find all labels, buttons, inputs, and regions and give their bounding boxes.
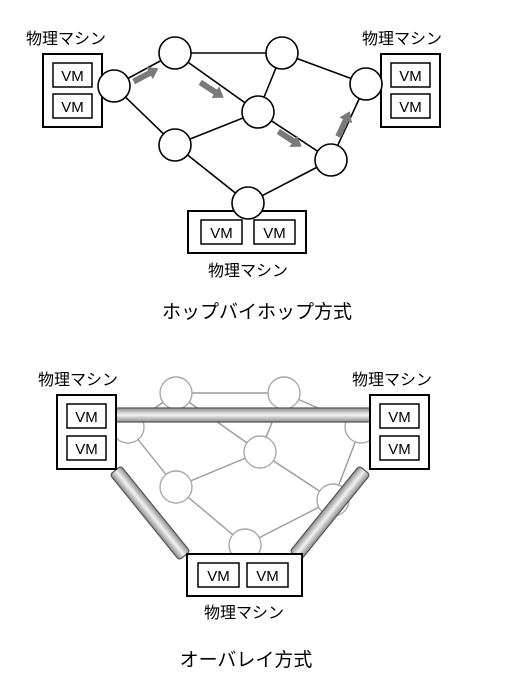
route-arrow-icon xyxy=(335,111,353,138)
physical-machine-right: 物理マシン VM VM xyxy=(362,29,442,128)
physical-machine-left: 物理マシン VM VM xyxy=(38,370,118,470)
overlay-underlay-network xyxy=(111,376,378,562)
hop-route-arrows xyxy=(132,66,353,148)
physical-machine-bottom: VM VM 物理マシン xyxy=(186,553,303,622)
physical-machine-label: 物理マシン xyxy=(38,370,118,389)
vm-label: VM xyxy=(61,68,84,85)
network-node xyxy=(265,36,299,70)
hop-network-nodes xyxy=(158,36,348,177)
overlay-caption: オーバレイ方式 xyxy=(180,649,313,671)
network-node xyxy=(158,128,192,162)
route-arrow-icon xyxy=(276,128,302,148)
overlay-diagram: 物理マシン VM VM 物理マシン VM VM VM VM 物理マシン オーバレ… xyxy=(38,370,432,671)
physical-machine-right: 物理マシン VM VM xyxy=(352,370,432,470)
overlay-tunnel xyxy=(110,466,190,560)
vm-label: VM xyxy=(75,441,98,458)
network-node xyxy=(159,376,193,410)
vm-label: VM xyxy=(61,99,84,116)
network-node xyxy=(349,67,383,101)
network-node xyxy=(97,69,131,103)
network-node xyxy=(241,95,275,129)
vm-label: VM xyxy=(256,568,279,585)
network-node xyxy=(243,435,277,469)
route-arrow-icon xyxy=(132,66,159,85)
route-arrow-icon xyxy=(198,79,224,99)
network-node xyxy=(231,186,265,220)
physical-machine-label: 物理マシン xyxy=(362,29,442,48)
vm-label: VM xyxy=(399,68,422,85)
vm-label: VM xyxy=(207,568,230,585)
hop-by-hop-caption: ホップバイホップ方式 xyxy=(162,301,352,323)
vm-label: VM xyxy=(210,225,233,242)
vm-label: VM xyxy=(75,409,98,426)
physical-machine-left: 物理マシン VM VM xyxy=(26,29,106,128)
network-node xyxy=(314,143,348,177)
physical-machine-label: 物理マシン xyxy=(352,370,432,389)
vm-label: VM xyxy=(263,225,286,242)
hop-by-hop-diagram: 物理マシン VM VM 物理マシン VM VM VM VM 物理マシン xyxy=(26,29,442,323)
overlay-tunnel xyxy=(111,407,375,423)
network-node xyxy=(159,470,193,504)
network-node xyxy=(158,36,192,70)
vm-label: VM xyxy=(388,441,411,458)
physical-machine-label: 物理マシン xyxy=(208,261,288,280)
network-node xyxy=(267,376,301,410)
vm-label: VM xyxy=(399,99,422,116)
physical-machine-label: 物理マシン xyxy=(204,603,284,622)
physical-machine-label: 物理マシン xyxy=(26,29,106,48)
physical-machine-bottom: VM VM 物理マシン xyxy=(187,210,307,280)
vm-label: VM xyxy=(388,409,411,426)
